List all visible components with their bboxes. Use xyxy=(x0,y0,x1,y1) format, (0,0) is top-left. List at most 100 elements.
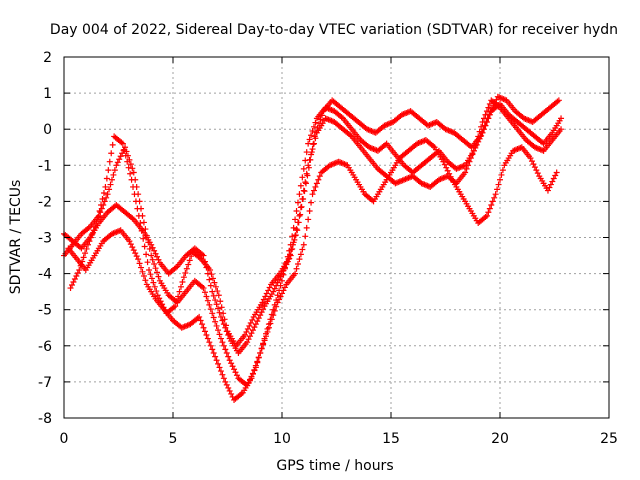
data-point xyxy=(155,273,162,280)
data-point xyxy=(316,173,323,180)
data-point xyxy=(274,299,281,306)
data-point xyxy=(106,186,113,193)
data-point xyxy=(231,366,238,373)
data-point xyxy=(154,292,161,299)
data-point xyxy=(531,164,538,171)
data-point xyxy=(309,128,316,135)
data-point xyxy=(277,293,284,300)
data-point xyxy=(312,183,319,190)
data-point xyxy=(288,246,295,253)
data-point xyxy=(143,251,150,258)
data-point xyxy=(488,202,495,209)
data-point xyxy=(252,362,259,369)
data-point xyxy=(215,327,222,334)
data-series xyxy=(61,97,565,357)
data-point xyxy=(212,297,219,304)
data-point xyxy=(255,315,262,322)
data-point xyxy=(142,226,149,233)
data-point xyxy=(222,378,229,385)
data-point xyxy=(206,339,213,346)
data-point xyxy=(293,226,300,233)
data-point xyxy=(303,224,310,231)
data-point xyxy=(232,369,239,376)
data-point xyxy=(308,199,315,206)
data-point xyxy=(213,301,220,308)
data-point xyxy=(209,310,216,317)
data-point xyxy=(485,104,492,111)
data-point xyxy=(265,287,272,294)
data-point xyxy=(305,216,312,223)
y-tick-label: -6 xyxy=(38,339,52,355)
data-point xyxy=(266,284,273,291)
data-point xyxy=(71,276,78,283)
data-point xyxy=(313,180,320,187)
data-point xyxy=(306,136,313,143)
data-point xyxy=(207,306,214,313)
data-point xyxy=(302,179,309,186)
data-point xyxy=(263,333,270,340)
data-point xyxy=(311,133,318,140)
y-axis-label: SDTVAR / TECUs xyxy=(8,180,24,295)
data-point xyxy=(177,283,184,290)
data-point xyxy=(257,312,264,319)
data-point xyxy=(478,129,485,136)
data-point xyxy=(246,322,253,329)
data-point xyxy=(316,120,323,127)
data-point xyxy=(530,161,537,168)
data-point xyxy=(219,339,226,346)
data-point xyxy=(111,167,118,174)
data-point xyxy=(130,169,137,176)
data-point xyxy=(257,350,264,357)
data-point xyxy=(92,223,99,230)
data-point xyxy=(206,301,213,308)
data-point xyxy=(260,296,267,303)
data-point xyxy=(228,360,235,367)
data-point xyxy=(258,309,265,316)
data-point xyxy=(213,322,220,329)
data-point xyxy=(93,220,100,227)
data-point xyxy=(119,150,126,157)
data-point xyxy=(292,216,299,223)
data-point xyxy=(124,158,131,165)
data-point xyxy=(273,282,280,289)
data-point xyxy=(260,341,267,348)
data-point xyxy=(267,320,274,327)
data-point xyxy=(552,172,559,179)
data-point xyxy=(317,116,324,123)
data-point xyxy=(292,232,299,239)
data-point xyxy=(226,357,233,364)
data-point xyxy=(263,290,270,297)
y-tick-label: -1 xyxy=(38,158,52,174)
data-point xyxy=(107,181,114,188)
data-point xyxy=(141,243,148,250)
data-point xyxy=(114,159,121,166)
data-point xyxy=(79,258,86,265)
data-point xyxy=(89,230,96,237)
data-point xyxy=(135,256,142,263)
data-point xyxy=(209,275,216,282)
data-point xyxy=(109,141,116,148)
data-point xyxy=(197,317,204,324)
data-point xyxy=(243,328,250,335)
data-point xyxy=(300,241,307,248)
data-point xyxy=(297,251,304,258)
data-point xyxy=(103,194,110,201)
data-point xyxy=(261,337,268,344)
data-point xyxy=(226,387,233,394)
data-point xyxy=(271,285,278,292)
data-point xyxy=(185,261,192,268)
data-point xyxy=(220,375,227,382)
data-layer xyxy=(61,93,565,403)
data-point xyxy=(483,108,490,115)
data-point xyxy=(244,325,251,332)
data-point xyxy=(217,368,224,375)
data-point xyxy=(215,292,222,299)
data-point xyxy=(492,191,499,198)
data-point xyxy=(276,296,283,303)
data-point xyxy=(152,265,159,272)
data-point xyxy=(73,273,80,280)
data-point xyxy=(219,371,226,378)
data-point xyxy=(248,330,255,337)
data-point xyxy=(220,342,227,349)
data-point xyxy=(292,270,299,277)
